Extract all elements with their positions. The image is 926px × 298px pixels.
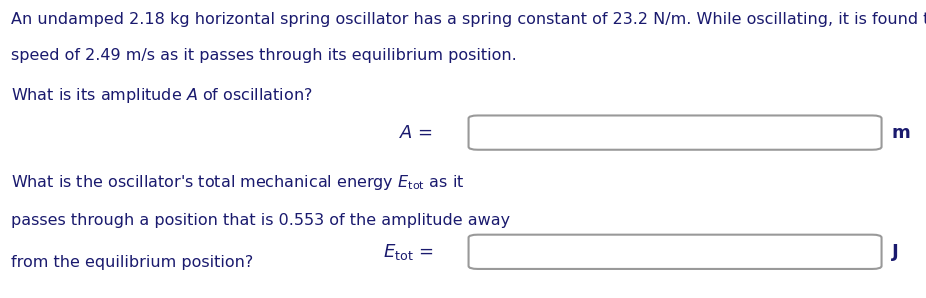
Text: J: J [892,243,898,261]
Text: $A$ =: $A$ = [399,124,433,142]
Text: passes through a position that is 0.553 of the amplitude away: passes through a position that is 0.553 … [11,213,510,228]
Text: What is its amplitude $A$ of oscillation?: What is its amplitude $A$ of oscillation… [11,86,313,105]
Text: $E_{\mathrm{tot}}$ =: $E_{\mathrm{tot}}$ = [383,242,433,262]
FancyBboxPatch shape [469,115,882,150]
Text: speed of 2.49 m/s as it passes through its equilibrium position.: speed of 2.49 m/s as it passes through i… [11,48,517,63]
FancyBboxPatch shape [469,235,882,269]
Text: m: m [892,124,910,142]
Text: An undamped 2.18 kg horizontal spring oscillator has a spring constant of 23.2 N: An undamped 2.18 kg horizontal spring os… [11,12,926,27]
Text: What is the oscillator's total mechanical energy $E_{\mathrm{tot}}$ as it: What is the oscillator's total mechanica… [11,173,465,192]
Text: from the equilibrium position?: from the equilibrium position? [11,255,254,270]
